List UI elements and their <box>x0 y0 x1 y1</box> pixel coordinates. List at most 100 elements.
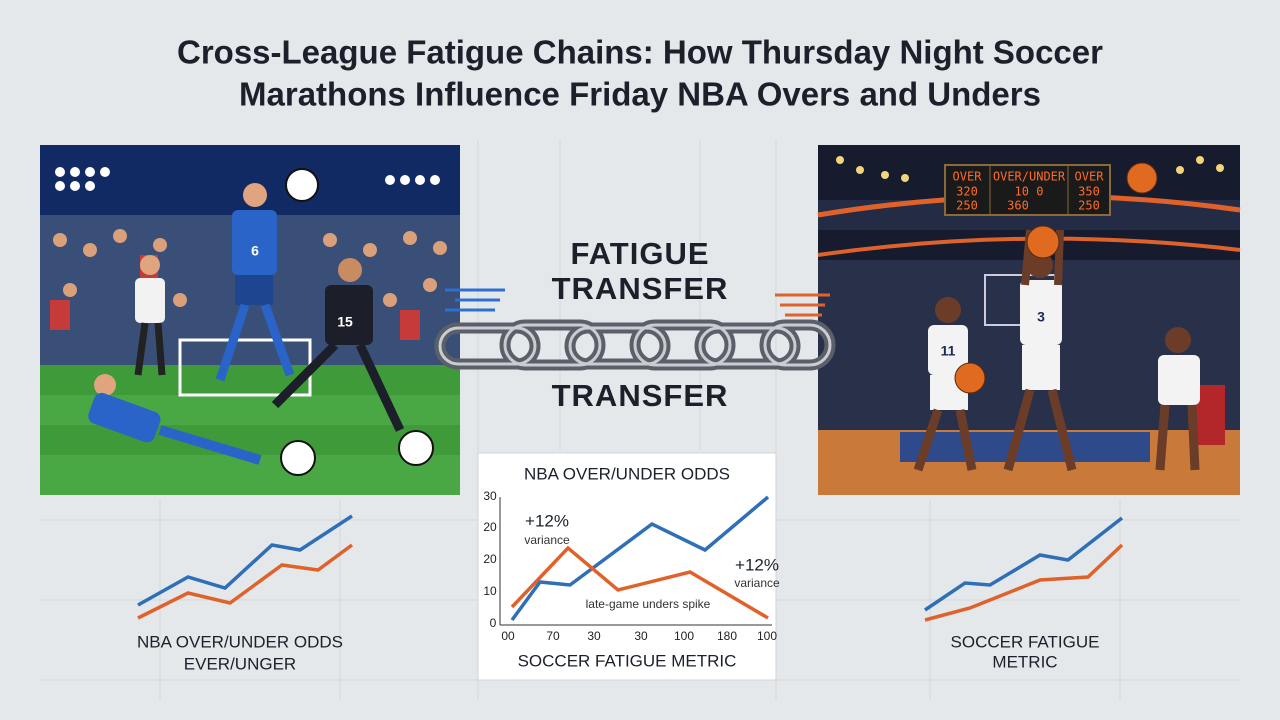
soccer-illustration-part <box>154 322 166 376</box>
annotation: variance <box>734 576 780 590</box>
soccer-illustration-part-part <box>113 229 127 243</box>
center-chart-part <box>477 452 777 681</box>
soccer-illustration-part <box>338 258 362 282</box>
jersey-number: 6 <box>251 243 259 259</box>
scoreboard-text: OVER <box>953 170 983 184</box>
jersey-number: 15 <box>337 314 353 330</box>
basketball-illustration-part-part <box>1176 166 1184 174</box>
soccer-illustration-part <box>135 278 165 323</box>
basketball-illustration-part <box>1047 388 1077 472</box>
right-chart <box>924 516 1124 622</box>
jersey-number: 11 <box>941 343 956 359</box>
soccer-illustration-part <box>355 343 405 432</box>
basketball-illustration-part <box>1187 404 1200 471</box>
soccer-illustration-part-part <box>403 231 417 245</box>
y-label: 20 <box>483 520 497 534</box>
soccer-illustration-part-part <box>153 238 167 252</box>
basketball-illustration-part <box>928 325 968 375</box>
soccer-illustration-part <box>243 183 267 207</box>
caption: NBA OVER/UNDER ODDS <box>137 632 343 651</box>
soccer-illustration-part-part <box>55 181 65 191</box>
link-label: FATIGUE <box>570 236 709 271</box>
basketball-illustration-part-part <box>881 171 889 179</box>
caption: METRIC <box>992 652 1057 671</box>
soccer-illustration-part-part <box>383 293 397 307</box>
soccer-illustration-part-part <box>70 167 80 177</box>
annotation: +12% <box>735 555 779 574</box>
soccer-illustration-part <box>140 255 160 275</box>
axis-title: SOCCER FATIGUE METRIC <box>518 651 737 670</box>
basketball-illustration-part <box>1022 345 1060 390</box>
caption: EVER/UNGER <box>184 654 296 673</box>
soccer-illustration-part-part <box>400 175 410 185</box>
basketball-illustration-part <box>1054 229 1064 286</box>
chain-highlight-part <box>698 326 797 366</box>
basketball-illustration-part <box>1155 404 1170 471</box>
soccer-illustration-part-part <box>415 175 425 185</box>
speed-lines-part <box>445 288 505 312</box>
chain-highlight <box>438 323 832 367</box>
soccer-illustration-part-part <box>50 300 70 330</box>
scoreboard-text: 250 <box>956 199 978 213</box>
y-label: 20 <box>483 552 497 566</box>
x-label: 180 <box>717 629 737 643</box>
soccer-illustration-part <box>280 440 316 476</box>
left-chart <box>137 514 354 620</box>
soccer-illustration-part-part <box>423 278 437 292</box>
basketball-illustration-part <box>935 297 961 323</box>
annotation: late-game unders spike <box>586 597 711 611</box>
caption: SOCCER FATIGUE <box>951 632 1100 651</box>
basketball-illustration-part-part <box>1196 156 1204 164</box>
x-label: 100 <box>757 629 777 643</box>
soccer-illustration-part-part <box>83 243 97 257</box>
soccer-illustration-part <box>325 285 373 345</box>
right-chart-part <box>924 516 1124 612</box>
soccer-illustration-part-part <box>363 243 377 257</box>
soccer-illustration-part-part <box>53 233 67 247</box>
soccer-illustration-part <box>260 303 295 377</box>
basketball-illustration-part <box>1027 252 1053 278</box>
link-label: TRANSFER <box>552 271 729 306</box>
chain-highlight-part <box>503 323 602 367</box>
basketball-illustration-part-part <box>836 156 844 164</box>
basketball-illustration-part <box>944 164 1111 216</box>
chain-highlight-part <box>633 323 732 367</box>
center-chart <box>477 452 777 681</box>
soccer-illustration-part <box>285 168 319 202</box>
speed-lines <box>445 288 830 317</box>
y-label: 0 <box>490 616 497 630</box>
basketball-illustration-part-part <box>856 166 864 174</box>
soccer-illustration-part-part <box>400 310 420 340</box>
soccer-illustration-part <box>271 341 339 409</box>
soccer-illustration-part-part <box>430 175 440 185</box>
chart-title: NBA OVER/UNDER ODDS <box>524 464 730 483</box>
soccer-illustration-part <box>398 430 434 466</box>
trend-line <box>510 495 770 622</box>
scoreboard-text: OVER/UNDER <box>993 170 1066 184</box>
soccer-illustration-part-part <box>55 167 65 177</box>
basketball-illustration-part <box>955 409 977 471</box>
chain-highlight-part <box>568 326 667 366</box>
basketball-illustration: OVER OVER/UNDER OVER 320 250 10 0 360 35… <box>817 145 1241 495</box>
annotation: +12% <box>525 511 569 530</box>
soccer-illustration-part <box>235 275 273 305</box>
scoreboard-text: 10 0 <box>1015 185 1044 199</box>
scoreboard-text: 320 <box>956 185 978 199</box>
basketball-illustration-part <box>913 408 943 472</box>
soccer-illustration-part <box>215 303 250 382</box>
basketball-illustration-part <box>836 156 1224 182</box>
title-line: Marathons Influence Friday NBA Overs and… <box>239 76 1041 113</box>
left-chart-part <box>137 543 354 620</box>
soccer-illustration-part-part <box>100 167 110 177</box>
x-label: 00 <box>501 629 515 643</box>
speed-lines-part <box>775 293 830 317</box>
soccer-illustration-part-part <box>385 175 395 185</box>
x-label: 30 <box>587 629 601 643</box>
soccer-illustration-part-part <box>433 241 447 255</box>
soccer-illustration-part <box>88 392 161 443</box>
soccer-illustration-part <box>232 210 277 275</box>
left-chart-part <box>137 514 353 607</box>
soccer-illustration-part <box>158 425 262 465</box>
basketball-illustration-part <box>1026 225 1060 259</box>
